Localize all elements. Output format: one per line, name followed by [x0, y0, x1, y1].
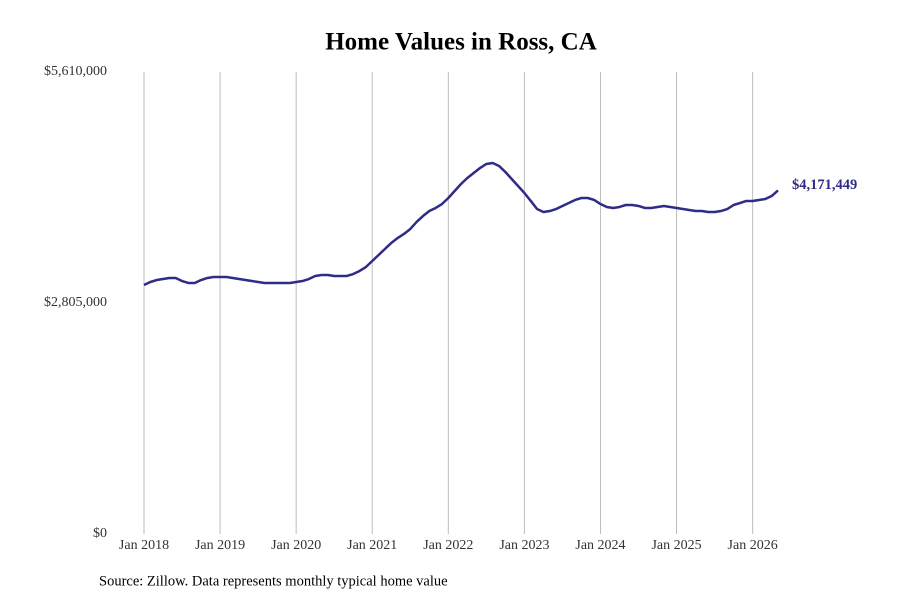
x-tick-label: Jan 2022: [423, 538, 473, 553]
x-tick-label: Jan 2019: [195, 538, 245, 553]
x-tick-label: Jan 2025: [651, 538, 701, 553]
series-line: [143, 161, 779, 287]
x-tick-label: Jan 2024: [575, 538, 625, 553]
x-tick-label: Jan 2018: [119, 538, 169, 553]
x-tick-label: Jan 2026: [728, 538, 778, 553]
source-note: Source: Zillow. Data represents monthly …: [99, 573, 448, 589]
x-tick-label: Jan 2020: [271, 538, 321, 553]
y-tick-label: $0: [93, 526, 107, 541]
end-value-label: $4,171,449: [792, 177, 857, 193]
x-tick-label: Jan 2023: [499, 538, 549, 553]
chart-title: Home Values in Ross, CA: [325, 29, 597, 56]
y-tick-label: $5,610,000: [44, 64, 107, 79]
y-tick-label: $2,805,000: [44, 295, 107, 310]
x-tick-label: Jan 2021: [347, 538, 397, 553]
